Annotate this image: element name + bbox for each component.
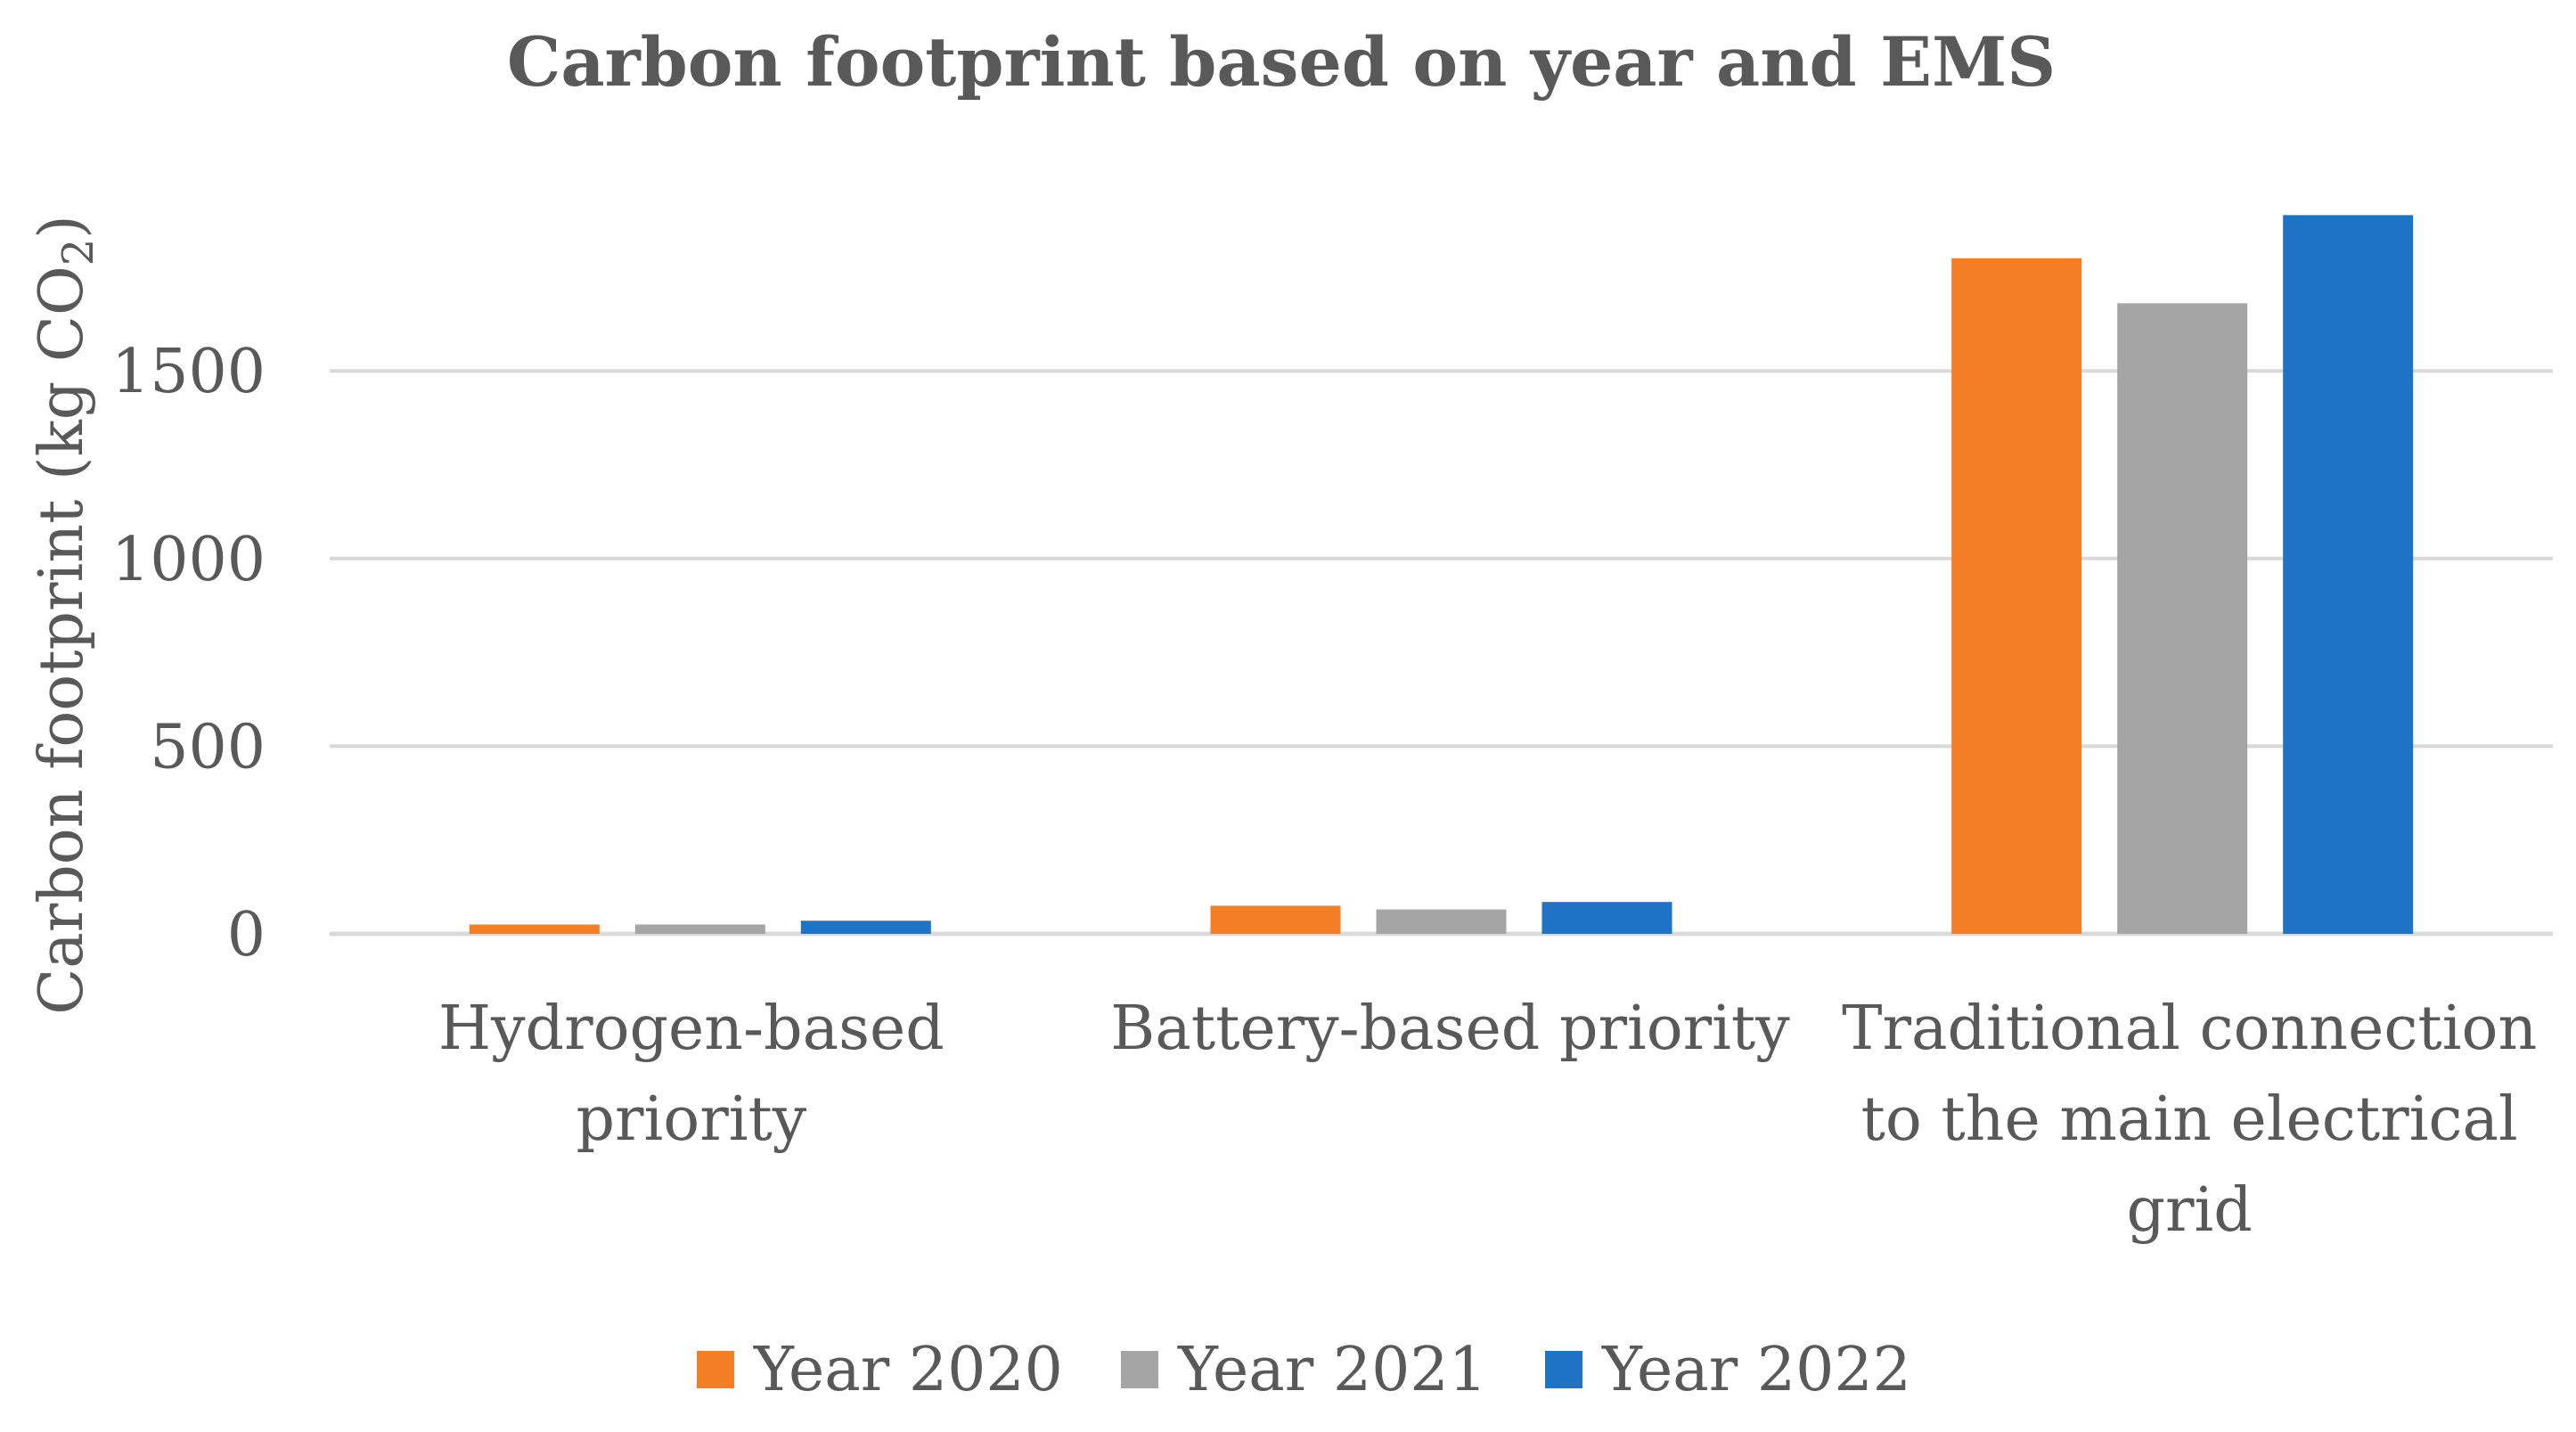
legend-item: Year 2021 [1121,1335,1487,1405]
x-category-label: Traditional connection to the main electr… [1842,994,2537,1246]
x-category-label: Battery-based priority [1110,994,1790,1064]
bar-year-2022-cat-0 [800,921,931,934]
y-tick-label: 1000 [111,525,266,595]
legend-swatch [1545,1351,1582,1388]
bar-year-2021-cat-1 [1376,909,1507,934]
bar-year-2021-cat-0 [634,924,765,934]
y-axis-title: Carbon footprint (kg CO2) [27,215,103,1015]
bars [469,215,2414,935]
bar-year-2020-cat-0 [469,924,600,934]
legend-label: Year 2022 [1601,1335,1911,1405]
bar-year-2022-cat-1 [1542,902,1672,934]
legend-swatch [697,1351,734,1388]
legend-item: Year 2022 [1545,1335,1911,1405]
legend: Year 2020 Year 2021 Year 2022 [697,1335,1911,1405]
y-tick-label: 500 [150,712,266,782]
legend-label: Year 2020 [753,1335,1063,1405]
y-tick-label: 0 [227,900,266,970]
bar-year-2021-cat-2 [2117,303,2248,934]
bar-year-2022-cat-2 [2283,215,2414,935]
category-labels: Hydrogen-based priority Battery-based prio… [438,994,2537,1246]
y-tick-labels: 0 500 1000 1500 [111,337,266,970]
bar-year-2020-cat-2 [1951,258,2082,935]
legend-item: Year 2020 [697,1335,1063,1405]
y-tick-label: 1500 [111,337,266,407]
bar-year-2020-cat-1 [1210,905,1341,934]
legend-swatch [1121,1351,1158,1388]
chart-title: Carbon footprint based on year and EMS [507,22,2056,102]
legend-label: Year 2021 [1177,1335,1487,1405]
x-category-label: Hydrogen-based priority [438,994,945,1155]
